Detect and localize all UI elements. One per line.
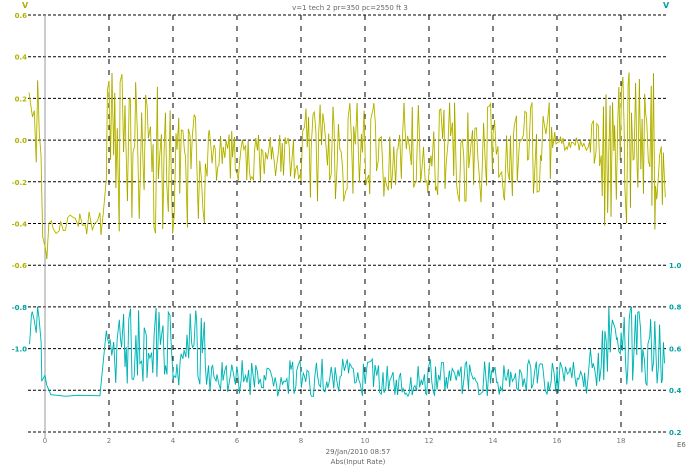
x-tick-label: 8 [299, 437, 303, 445]
x-tick-label: 2 [107, 437, 111, 445]
left-axis-marker: V [22, 1, 29, 10]
left-tick-label: -0.6 [12, 262, 27, 270]
footer-caption: Abs(Input Rate) [331, 458, 386, 466]
left-tick-label: 0.2 [15, 95, 28, 103]
x-tick-label: 18 [617, 437, 626, 445]
x-tick-label: 16 [553, 437, 562, 445]
series-yellow-line [28, 72, 666, 260]
left-tick-label: -0.4 [12, 221, 27, 229]
series-cyan-line [29, 306, 666, 398]
right-tick-label: 0.4 [669, 387, 682, 395]
left-tick-label: -0.2 [12, 179, 27, 187]
axis-labels: 0 2 4 6 8 10 12 14 16 18 0.6 0.4 0.2 0.0 -0.2 -0.4 -0.6 -… [12, 12, 682, 445]
chart-title: v=1 tech 2 pr=350 pc=2550 ft 3 [292, 4, 408, 12]
left-tick-label: 0.6 [15, 12, 28, 20]
left-tick-label: 0.0 [15, 137, 28, 145]
right-tick-label: 0.2 [669, 429, 682, 437]
right-tick-label: 0.8 [669, 304, 682, 312]
x-unit-label: E6 [677, 441, 686, 449]
x-tick-label: 10 [361, 437, 370, 445]
right-tick-label: 0.6 [669, 345, 682, 353]
footer-date: 29/Jan/2010 08:57 [326, 448, 391, 456]
series-yellow-outline [28, 72, 666, 260]
left-tick-label: -1.0 [12, 346, 27, 354]
series-layer [28, 72, 666, 398]
right-axis-marker: V [663, 1, 670, 10]
right-tick-label: 1.0 [669, 262, 682, 270]
left-tick-label: 0.4 [15, 54, 28, 62]
x-tick-label: 0 [43, 437, 47, 445]
x-tick-label: 6 [235, 437, 240, 445]
x-tick-label: 14 [489, 437, 498, 445]
x-tick-label: 4 [171, 437, 176, 445]
left-tick-label: -0.8 [12, 304, 27, 312]
x-tick-label: 12 [425, 437, 434, 445]
series-cyan-outline [29, 306, 665, 397]
